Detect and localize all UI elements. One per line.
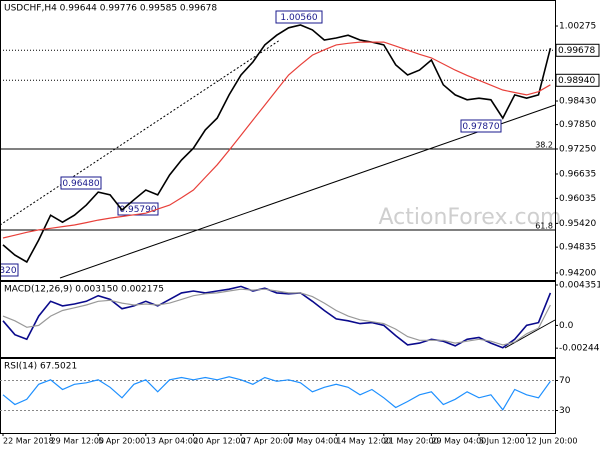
annotation: 0.94320 [0,263,19,277]
watermark: ActionForex.com [379,205,562,230]
price-box [555,43,600,57]
panel-frame [0,281,556,358]
annotation: 0.97870 [460,119,502,133]
x-tick-label: 22 Mar 2018 [3,437,54,446]
x-tick-label: 20 Apr 12:00 [193,437,245,446]
x-tick-label: 13 Apr 04:00 [146,437,198,446]
fib-label: 38.2 [535,140,553,149]
y-tick-label: 30 [559,406,571,416]
annotation-label: 0.97870 [462,122,499,132]
y-tick-label: 0.94200 [559,268,596,278]
annotation: 1.00560 [275,10,323,24]
price-label: 0.99678 [558,46,595,56]
price-label: 0.98940 [558,76,595,86]
macd-trend-line [504,319,556,349]
y-tick-label: -0.002448 [559,344,600,354]
panel-title: RSI(14) 67.5021 [4,362,77,372]
series-line [2,288,551,346]
y-tick-label: 0.97850 [559,120,596,130]
panel-frame [0,358,556,434]
x-tick-label: 29 May 04:00 [431,437,486,446]
series-line [2,376,551,411]
y-tick-label: 0.96635 [559,169,596,179]
y-tick-label: 0.94835 [559,243,596,253]
panel-title: USDCHF,H4 0.99644 0.99776 0.99585 0.9967… [4,4,217,14]
y-tick-label: 0.95420 [559,219,596,229]
y-tick-label: 70 [559,376,571,386]
annotation-label: 0.95790 [119,205,156,215]
price-box [555,73,600,87]
x-tick-label: 5 Jun 12:00 [479,437,525,446]
y-tick-label: 0.0 [559,321,574,331]
y-tick-label: 0.96035 [559,194,596,204]
y-tick-label: 1.00275 [559,22,596,32]
series-line [2,41,551,239]
fib-label: 61.8 [535,221,553,230]
trend-line [59,104,556,279]
y-tick-label: 0.97250 [559,144,596,154]
x-tick-label: 27 Apr 20:00 [241,437,293,446]
x-tick-label: 7 May 04:00 [289,437,339,446]
x-tick-label: 5 Apr 20:00 [98,437,145,446]
x-tick-label: 29 Mar 12:00 [51,437,104,446]
x-tick-label: 12 Jun 20:00 [527,437,578,446]
annotation-label: 0.94320 [0,266,17,276]
y-tick-label: 0.004351 [559,280,600,290]
series-line [2,24,552,264]
panel-frame [0,0,556,281]
annotation-label: 1.00560 [280,13,317,23]
annotation: 0.96480 [60,176,102,190]
annotation-label: 0.96480 [62,179,99,189]
y-tick-label: 0.98430 [559,97,596,107]
x-tick-label: 14 May 12:00 [336,437,391,446]
series-line [2,285,552,349]
x-tick-label: 21 May 20:00 [384,437,439,446]
panel-title: MACD(12,26,9) 0.003150 0.002175 [4,285,164,295]
